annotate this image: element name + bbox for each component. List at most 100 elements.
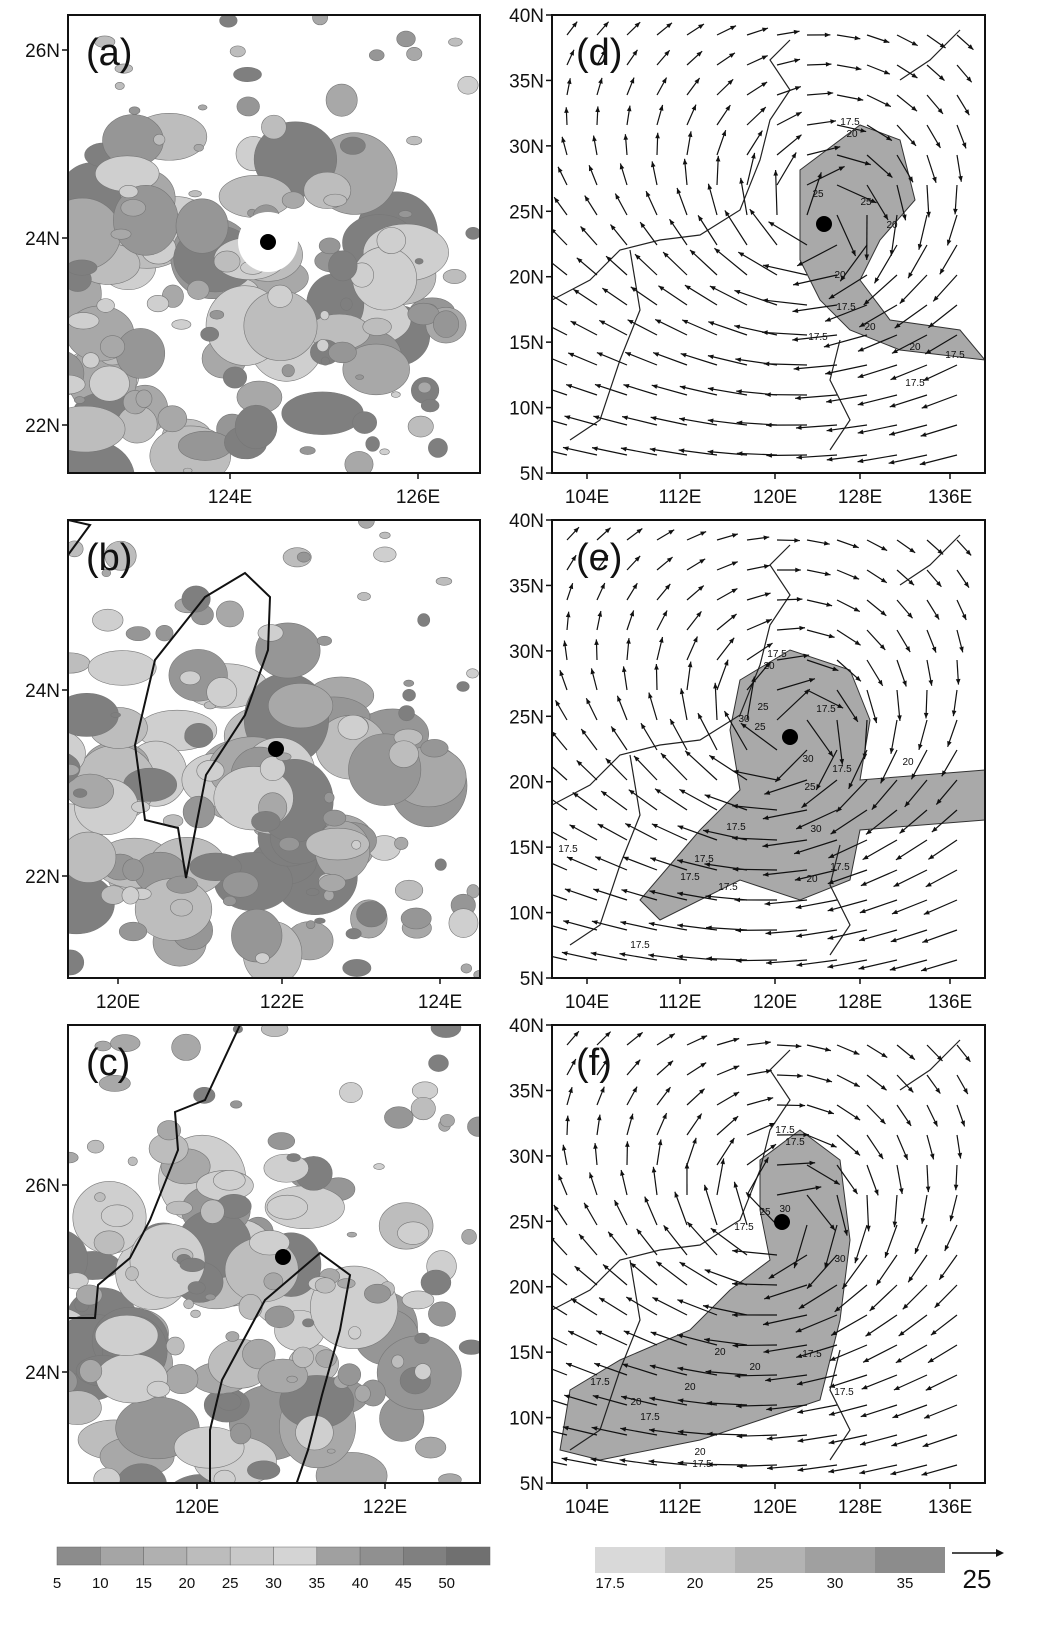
wind-arrowhead	[562, 1457, 568, 1462]
wind-arrowhead	[953, 209, 958, 215]
wind-arrowhead	[698, 215, 703, 221]
rain-cell	[403, 689, 416, 701]
contour-label: 17.5	[640, 1412, 660, 1423]
rain-cell	[59, 764, 79, 775]
y-tick-label: 15N	[509, 838, 544, 859]
colorbar-segment	[100, 1547, 143, 1565]
wind-arrowhead	[874, 1189, 878, 1195]
wind-vector	[900, 275, 927, 304]
rain-cell	[166, 1201, 192, 1215]
contour-label: 25	[812, 189, 824, 200]
rain-cell	[397, 31, 416, 47]
rain-cell	[220, 14, 238, 27]
rain-cell	[264, 1154, 309, 1182]
y-tick-label: 35N	[509, 1081, 544, 1102]
rain-cell	[80, 1360, 102, 1383]
colorbar-segment	[595, 1547, 665, 1573]
rain-cell	[3, 773, 67, 829]
wind-vector	[733, 1345, 777, 1346]
wind-arrowhead	[706, 956, 712, 961]
rain-cell	[363, 318, 392, 335]
storm-center	[275, 1249, 291, 1265]
rain-cell	[4, 888, 66, 956]
wind-arrowhead	[766, 423, 772, 428]
wind-arrowhead	[921, 1218, 926, 1224]
rain-cell	[380, 532, 391, 538]
wind-arrowhead	[957, 1153, 962, 1159]
wind-arrowhead	[828, 1469, 834, 1474]
rain-cell	[94, 1468, 121, 1490]
wind-arrowhead	[533, 951, 539, 956]
rain-cell	[230, 46, 245, 57]
x-tick-label: 136E	[928, 992, 972, 1013]
rain-cell	[216, 601, 243, 627]
rain-cell	[55, 693, 119, 736]
wind-arrowhead	[622, 666, 627, 672]
wind-arrowhead	[565, 889, 571, 893]
wind-vector	[921, 425, 957, 436]
wind-arrowhead	[688, 662, 693, 668]
wind-vector	[922, 395, 957, 408]
y-tick-label: 30N	[509, 642, 544, 663]
wind-arrowhead	[852, 1188, 857, 1194]
rain-cell	[119, 185, 138, 197]
rain-cell	[95, 1315, 158, 1355]
wind-vector	[908, 245, 927, 278]
rain-cell	[166, 1337, 184, 1355]
reference-vector-label: 25	[963, 1564, 992, 1594]
wind-arrowhead	[828, 907, 834, 912]
wind-arrowhead	[571, 1299, 577, 1304]
wind-arrowhead	[650, 857, 656, 861]
rain-cell	[268, 683, 333, 728]
wind-arrowhead	[654, 664, 659, 670]
rain-cell	[340, 137, 365, 154]
rain-cell	[97, 299, 115, 313]
wind-vector	[862, 1375, 897, 1389]
wind-arrowhead	[560, 670, 564, 676]
y-tick-label: 25N	[509, 1212, 544, 1233]
rain-cell	[187, 280, 209, 299]
wind-vector	[738, 252, 777, 275]
rain-cell	[352, 840, 361, 849]
colorbar-segment	[875, 1547, 945, 1573]
wind-arrowhead	[921, 432, 927, 436]
rain-cell	[100, 336, 124, 358]
rain-cell	[0, 351, 18, 422]
wind-arrowhead	[733, 1038, 739, 1042]
rain-cell	[343, 959, 371, 976]
rain-cell	[297, 552, 310, 562]
rain-cell	[313, 10, 328, 24]
wind-arrowhead	[554, 197, 559, 203]
y-tick-label: 15N	[509, 333, 544, 354]
wind-arrowhead	[679, 417, 685, 422]
wind-vector	[704, 1185, 717, 1225]
wind-arrowhead	[926, 1186, 931, 1192]
rain-cell	[302, 1319, 313, 1327]
contour-label: 17.5	[830, 862, 850, 873]
wind-arrowhead	[648, 953, 654, 958]
wind-vector	[679, 789, 717, 810]
rain-cell	[67, 260, 97, 275]
rain-cell	[154, 134, 165, 145]
wind-arrowhead	[827, 91, 833, 96]
wind-vector	[750, 209, 777, 245]
rain-cell	[201, 1200, 225, 1224]
wind-vector	[894, 870, 927, 887]
wind-arrowhead	[854, 1257, 858, 1263]
rain-cell	[115, 82, 124, 89]
wind-arrowhead	[705, 1269, 711, 1273]
contour-label: 25	[757, 702, 769, 713]
wind-arrowhead	[593, 889, 599, 893]
wind-arrowhead	[826, 62, 832, 67]
wind-arrowhead	[885, 1252, 889, 1258]
contour-label: 20	[834, 270, 846, 281]
wind-arrowhead	[928, 680, 933, 686]
wind-arrowhead	[858, 459, 864, 464]
wind-arrowhead	[827, 428, 833, 433]
rain-cell	[339, 1082, 362, 1102]
wind-arrowhead	[795, 568, 801, 573]
rain-cell	[6, 1423, 50, 1465]
wind-arrowhead	[675, 1192, 679, 1198]
wind-arrowhead	[625, 1141, 630, 1147]
